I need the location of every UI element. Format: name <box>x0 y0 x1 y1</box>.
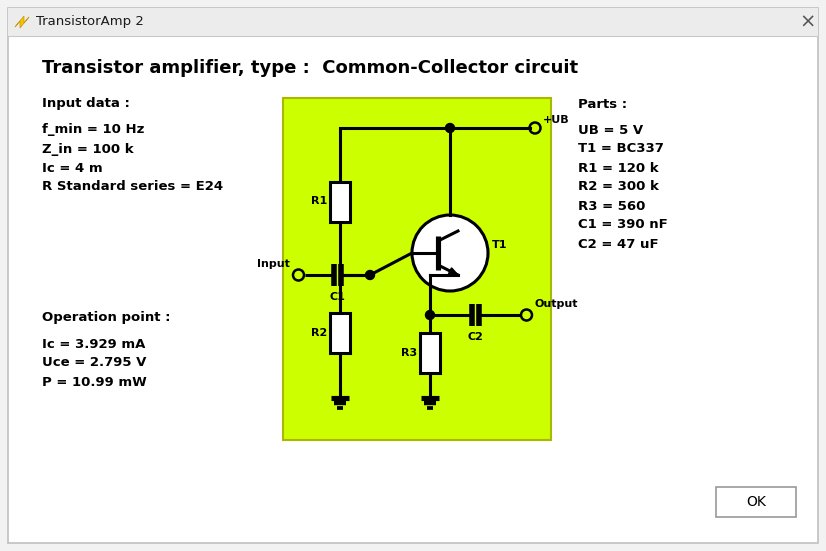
Text: Z_in = 100 k: Z_in = 100 k <box>42 143 134 155</box>
Text: R3: R3 <box>401 348 417 358</box>
Text: R Standard series = E24: R Standard series = E24 <box>42 181 223 193</box>
Text: R2 = 300 k: R2 = 300 k <box>578 181 659 193</box>
Text: C1 = 390 nF: C1 = 390 nF <box>578 219 667 231</box>
Circle shape <box>365 271 374 279</box>
Text: Output: Output <box>534 299 578 309</box>
Circle shape <box>445 123 454 132</box>
FancyBboxPatch shape <box>8 8 818 36</box>
Text: f_min = 10 Hz: f_min = 10 Hz <box>42 123 145 137</box>
FancyBboxPatch shape <box>330 312 350 353</box>
Text: +UB: +UB <box>543 115 570 125</box>
Text: C2 = 47 uF: C2 = 47 uF <box>578 237 658 251</box>
Text: Ic = 4 m: Ic = 4 m <box>42 161 102 175</box>
Circle shape <box>425 311 434 320</box>
Text: OK: OK <box>746 495 766 509</box>
FancyBboxPatch shape <box>283 98 551 440</box>
Text: Input: Input <box>257 259 289 269</box>
Text: T1 = BC337: T1 = BC337 <box>578 143 664 155</box>
Text: UB = 5 V: UB = 5 V <box>578 123 643 137</box>
Text: ×: × <box>800 13 816 31</box>
Text: Input data :: Input data : <box>42 98 130 111</box>
Text: Operation point :: Operation point : <box>42 311 170 325</box>
FancyBboxPatch shape <box>330 181 350 222</box>
Text: P = 10.99 mW: P = 10.99 mW <box>42 375 147 388</box>
Text: Parts :: Parts : <box>578 98 627 111</box>
Text: R1 = 120 k: R1 = 120 k <box>578 161 658 175</box>
Polygon shape <box>449 268 458 275</box>
Text: R1: R1 <box>311 197 327 207</box>
Text: Ic = 3.929 mA: Ic = 3.929 mA <box>42 338 145 350</box>
Circle shape <box>412 215 488 291</box>
Text: Uce = 2.795 V: Uce = 2.795 V <box>42 356 146 370</box>
Text: Transistor amplifier, type :  Common-Collector circuit: Transistor amplifier, type : Common-Coll… <box>42 59 578 77</box>
Text: TransistorAmp 2: TransistorAmp 2 <box>36 15 144 29</box>
FancyBboxPatch shape <box>420 332 440 372</box>
Text: C1: C1 <box>330 292 345 302</box>
Text: R3 = 560: R3 = 560 <box>578 199 645 213</box>
Polygon shape <box>15 16 29 28</box>
Text: T1: T1 <box>492 240 507 250</box>
Text: R2: R2 <box>311 327 327 338</box>
FancyBboxPatch shape <box>716 487 796 517</box>
Text: C2: C2 <box>467 332 483 342</box>
FancyBboxPatch shape <box>8 8 818 543</box>
